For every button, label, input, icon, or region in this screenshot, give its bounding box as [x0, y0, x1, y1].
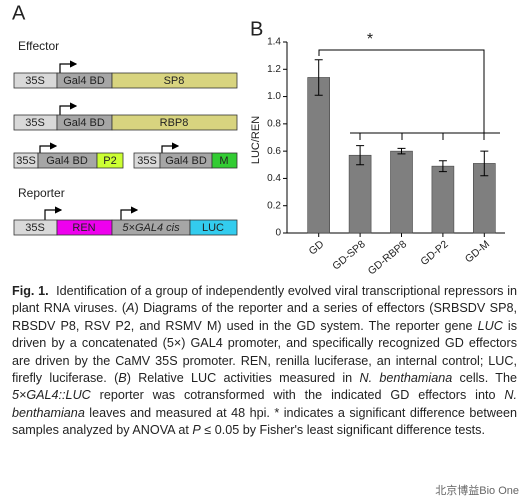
- effector: P2: [103, 155, 116, 167]
- bar: [431, 165, 455, 234]
- reporter-part: REN: [72, 222, 95, 234]
- bar: [390, 150, 413, 234]
- error-bar: [314, 59, 323, 96]
- error-bar: [480, 150, 489, 177]
- y-tick-label: 1.2: [267, 64, 281, 75]
- caption-text: leaves and measured at 48 hpi. * indicat…: [12, 405, 517, 438]
- caption-text: reporter was cotransformed with the indi…: [90, 388, 505, 403]
- bar: [307, 77, 331, 234]
- promoter: 35S: [25, 117, 45, 129]
- annotation: *: [367, 31, 373, 48]
- caption-text: cells. The: [452, 371, 517, 386]
- heading: Reporter: [18, 186, 65, 200]
- y-tick-label: 0.6: [267, 146, 281, 157]
- caption-text: B: [118, 371, 127, 386]
- heading: Effector: [18, 39, 59, 53]
- figure: A Effector 35S Gal4 BD SP8 35S Gal4 BD R…: [12, 2, 505, 277]
- y-tick-label: 0.8: [267, 118, 281, 129]
- x-tick-label: GD-M: [463, 238, 492, 265]
- reporter-part: LUC: [202, 222, 224, 234]
- effector: RBP8: [160, 117, 189, 129]
- caption: Fig. 1. Identification of a group of ind…: [12, 283, 517, 440]
- reporter-part: 5×GAL4 cis: [122, 222, 180, 234]
- y-tick-label: 0.2: [267, 200, 281, 211]
- error-bar: [438, 160, 447, 173]
- caption-text: P: [192, 423, 201, 438]
- y-tick-label: 1.4: [267, 37, 281, 48]
- promoter: 35S: [137, 155, 157, 167]
- promoter: 35S: [25, 75, 45, 87]
- domain: Gal4 BD: [165, 155, 207, 167]
- x-tick-label: GD-SP8: [330, 238, 368, 272]
- effector: SP8: [164, 75, 185, 87]
- promoter: 35S: [25, 222, 45, 234]
- domain: Gal4 BD: [63, 117, 105, 129]
- caption-text: 5×GAL4::LUC: [12, 388, 91, 403]
- caption-text: Identification of a group of independent…: [12, 284, 517, 316]
- domain: Gal4 BD: [46, 155, 88, 167]
- watermark: 北京博益Bio One: [435, 485, 519, 497]
- caption-text: is driven by a concatenated (5×) GAL4 pr…: [12, 318, 518, 386]
- y-axis-label: LUC/REN: [250, 116, 262, 164]
- y-tick-label: 0.4: [267, 173, 281, 184]
- error-bar: [356, 145, 365, 166]
- panel-label: A: [12, 2, 26, 24]
- error-bar: [397, 147, 406, 155]
- promoter: 35S: [16, 155, 36, 167]
- caption-text: Fig. 1.: [12, 284, 49, 298]
- caption-text: N. benthamiana: [12, 388, 517, 420]
- y-tick-label: 1.0: [267, 91, 281, 102]
- caption-text: ) Diagrams of the reporter and a series …: [12, 301, 517, 333]
- caption-text: N. benthamiana: [359, 371, 453, 386]
- caption-text: A: [126, 301, 135, 316]
- caption-text: LUC: [477, 318, 503, 333]
- y-tick-label: 0: [275, 228, 281, 239]
- bar: [348, 154, 372, 234]
- caption-text: ) Relative LUC activities measured in: [126, 371, 360, 386]
- panel-label: B: [250, 18, 263, 40]
- x-tick-label: GD-RBP8: [366, 238, 410, 277]
- x-tick-label: GD-P2: [418, 238, 450, 268]
- x-tick-label: GD: [307, 238, 327, 258]
- caption-text: ≤ 0.05 by Fisher's least significant dif…: [200, 423, 485, 438]
- domain: Gal4 BD: [63, 75, 105, 87]
- effector: M: [219, 155, 228, 167]
